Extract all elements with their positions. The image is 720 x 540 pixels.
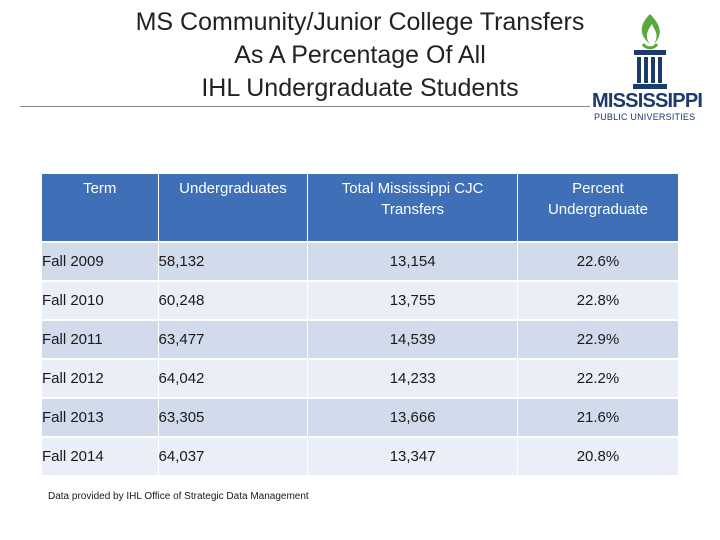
table-row: Fall 2011 63,477 14,539 22.9% xyxy=(42,319,678,358)
cell-term: Fall 2009 xyxy=(42,241,159,280)
cell-transfers: 13,666 xyxy=(308,397,518,436)
cell-term: Fall 2010 xyxy=(42,280,159,319)
table-header-row: Term Undergraduates Total Mississippi CJ… xyxy=(42,174,678,241)
cell-percent: 22.2% xyxy=(517,358,678,397)
cell-percent: 22.8% xyxy=(517,280,678,319)
logo-wordmark: MISSISSIPPI xyxy=(592,90,703,112)
cell-undergraduates: 60,248 xyxy=(158,280,309,319)
cell-transfers: 14,539 xyxy=(308,319,518,358)
table-row: Fall 2009 58,132 13,154 22.6% xyxy=(42,241,678,280)
cell-undergraduates: 63,477 xyxy=(158,319,309,358)
title-divider xyxy=(20,106,590,107)
cell-undergraduates: 64,042 xyxy=(158,358,309,397)
torch-column-icon xyxy=(633,14,667,89)
title-line-1: MS Community/Junior College Transfers xyxy=(135,8,585,36)
cell-transfers: 13,755 xyxy=(308,280,518,319)
table-row: Fall 2014 64,037 13,347 20.8% xyxy=(42,436,678,475)
cell-percent: 20.8% xyxy=(517,436,678,475)
mississippi-public-universities-logo: MISSISSIPPI PUBLIC UNIVERSITIES xyxy=(592,12,710,124)
header-cjc-transfers: Total Mississippi CJC Transfers xyxy=(308,174,518,241)
title-line-2: As A Percentage Of All xyxy=(234,41,486,69)
cell-percent: 22.9% xyxy=(517,319,678,358)
header-undergraduates: Undergraduates xyxy=(158,174,309,241)
cell-transfers: 13,347 xyxy=(308,436,518,475)
cell-term: Fall 2013 xyxy=(42,397,159,436)
header-term: Term xyxy=(42,174,159,241)
cell-percent: 22.6% xyxy=(517,241,678,280)
data-source-footnote: Data provided by IHL Office of Strategic… xyxy=(48,491,309,502)
table-row: Fall 2013 63,305 13,666 21.6% xyxy=(42,397,678,436)
cell-transfers: 13,154 xyxy=(308,241,518,280)
cell-undergraduates: 64,037 xyxy=(158,436,309,475)
logo-subtitle: PUBLIC UNIVERSITIES xyxy=(594,112,696,122)
page-title: MS Community/Junior College Transfers As… xyxy=(60,6,660,105)
cell-undergraduates: 63,305 xyxy=(158,397,309,436)
cell-transfers: 14,233 xyxy=(308,358,518,397)
transfer-table: Term Undergraduates Total Mississippi CJ… xyxy=(42,174,678,475)
cell-term: Fall 2011 xyxy=(42,319,159,358)
table-row: Fall 2012 64,042 14,233 22.2% xyxy=(42,358,678,397)
title-line-3: IHL Undergraduate Students xyxy=(201,74,519,102)
cell-percent: 21.6% xyxy=(517,397,678,436)
cell-undergraduates: 58,132 xyxy=(158,241,309,280)
cell-term: Fall 2012 xyxy=(42,358,159,397)
table-row: Fall 2010 60,248 13,755 22.8% xyxy=(42,280,678,319)
cell-term: Fall 2014 xyxy=(42,436,159,475)
header-percent: Percent Undergraduate xyxy=(517,174,678,241)
